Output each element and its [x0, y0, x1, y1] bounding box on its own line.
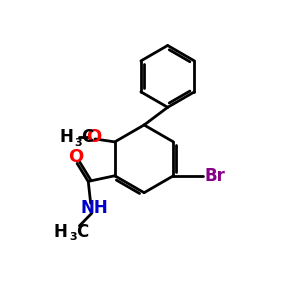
Text: C: C: [76, 223, 88, 241]
Text: Br: Br: [204, 167, 225, 185]
Text: O: O: [68, 148, 83, 166]
Text: H: H: [59, 128, 73, 146]
Text: O: O: [86, 128, 101, 146]
Text: H: H: [54, 223, 68, 241]
Text: NH: NH: [80, 199, 108, 217]
Text: 3: 3: [74, 138, 82, 148]
Text: C: C: [81, 128, 93, 146]
Text: 3: 3: [69, 232, 76, 242]
